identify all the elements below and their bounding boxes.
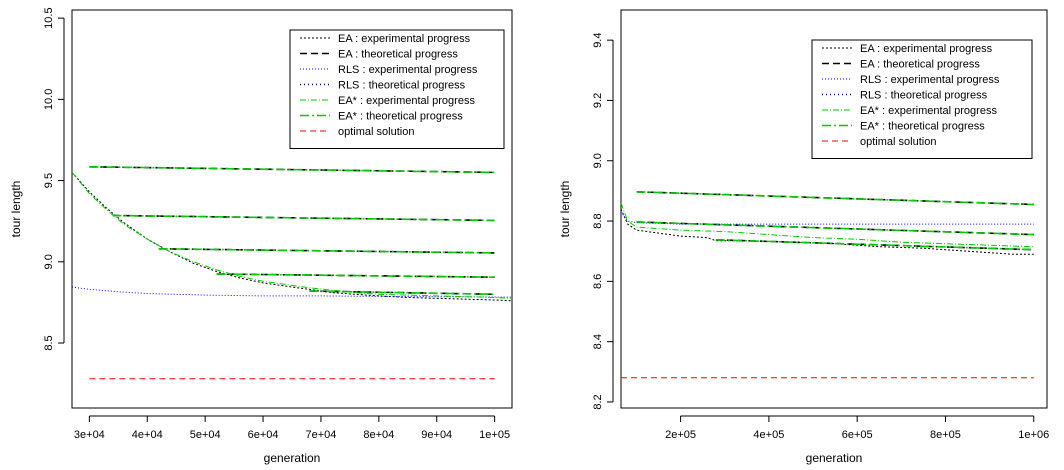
chart1-y-tick-label: 8.6 — [592, 274, 604, 289]
chart1-legend-label: RLS : experimental progress — [860, 74, 1000, 86]
chart0-x-tick-label: 4e+04 — [132, 429, 163, 441]
chart0-series-0-line — [72, 172, 512, 302]
chart0-y-tick-label: 9.5 — [43, 173, 55, 188]
chart0-x-tick-label: 6e+04 — [248, 429, 279, 441]
chart0-y-tick-label: 9.0 — [43, 254, 55, 269]
chart0-series-4-line — [112, 214, 495, 222]
chart1-y-tick-label: 8.2 — [592, 394, 604, 409]
chart0-series-4-line — [216, 273, 495, 278]
chart1-y-tick-label: 9.2 — [592, 93, 604, 108]
chart1-x-tick-label: 2e+05 — [665, 429, 696, 441]
chart0-x-axis-label: generation — [264, 451, 321, 465]
chart1-x-tick-label: 8e+05 — [930, 429, 961, 441]
chart0-legend-label: EA : theoretical progress — [338, 49, 458, 61]
chart0-x-tick-label: 7e+04 — [305, 429, 336, 441]
chart1-series-4-line — [636, 191, 1034, 206]
chart0-series-2-line — [72, 286, 512, 298]
chart1-y-tick-label: 9.0 — [592, 153, 604, 168]
chart0-series-4-line — [309, 290, 495, 296]
chart0-legend-label: EA* : theoretical progress — [338, 111, 463, 123]
chart0-series-4-line — [158, 248, 495, 254]
chart0-legend-label: EA : experimental progress — [338, 33, 471, 45]
chart1-x-axis-label: generation — [806, 451, 863, 465]
chart1-y-tick-label: 8.4 — [592, 334, 604, 349]
chart0-x-tick-label: 5e+04 — [190, 429, 221, 441]
chart1-legend-label: EA : theoretical progress — [860, 59, 980, 71]
chart1-y-axis-label: tour length — [558, 181, 572, 238]
chart0-y-tick-label: 8.5 — [43, 335, 55, 350]
chart1-legend-label: RLS : theoretical progress — [860, 90, 988, 102]
chart0-legend-label: EA* : experimental progress — [338, 95, 475, 107]
chart0-legend — [289, 29, 505, 149]
chart1-y-tick-label: 9.4 — [592, 33, 604, 48]
chart0-legend-label: RLS : theoretical progress — [338, 80, 466, 92]
chart0-x-tick-label: 3e+04 — [74, 429, 105, 441]
chart1-series-0-line — [621, 208, 1034, 255]
chart0-y-tick-label: 10.0 — [43, 89, 55, 110]
chart1-legend — [811, 39, 1033, 159]
chart1-legend-label: optimal solution — [860, 136, 936, 148]
chart1-y-tick-label: 8.8 — [592, 213, 604, 228]
chart0-series-1-line — [89, 166, 495, 174]
left-chart: 3e+04 4e+04 5e+04 6e+04 7e+04 8e+04 9e+04 1e+05… — [9, 7, 513, 465]
chart0-plot-area — [72, 166, 512, 380]
chart0-y-axis-label: tour length — [9, 181, 23, 238]
chart1-plot-area — [621, 191, 1034, 379]
chart0-legend-label: RLS : experimental progress — [338, 64, 478, 76]
chart0-x-tick-label: 8e+04 — [363, 429, 394, 441]
chart1-legend-label: EA* : experimental progress — [860, 105, 997, 117]
chart0-series-3-line — [72, 172, 512, 299]
chart1-series-4-line — [715, 239, 1034, 251]
chart1-legend-label: EA* : theoretical progress — [860, 121, 985, 133]
chart0-x-tick-label: 1e+05 — [479, 429, 510, 441]
chart1-series-2-line — [621, 211, 1034, 225]
chart1-x-tick-label: 6e+05 — [842, 429, 873, 441]
chart1-series-3-line — [621, 202, 1034, 248]
chart0-y-tick-label: 10.5 — [43, 7, 55, 28]
chart0-plot-frame — [71, 9, 513, 409]
chart1-x-tick-label: 1e+06 — [1018, 429, 1049, 441]
chart1-legend-label: EA : experimental progress — [860, 43, 993, 55]
chart1-series-4-line — [636, 221, 1034, 236]
right-chart: 2e+05 4e+05 6e+05 8e+05 1e+06 8.2 8.4 8.6 8.8 9.0… — [558, 9, 1049, 465]
chart0-x-tick-label: 9e+04 — [421, 429, 452, 441]
chart0-legend-label: optimal solution — [338, 126, 414, 138]
chart1-x-tick-label: 4e+05 — [753, 429, 784, 441]
